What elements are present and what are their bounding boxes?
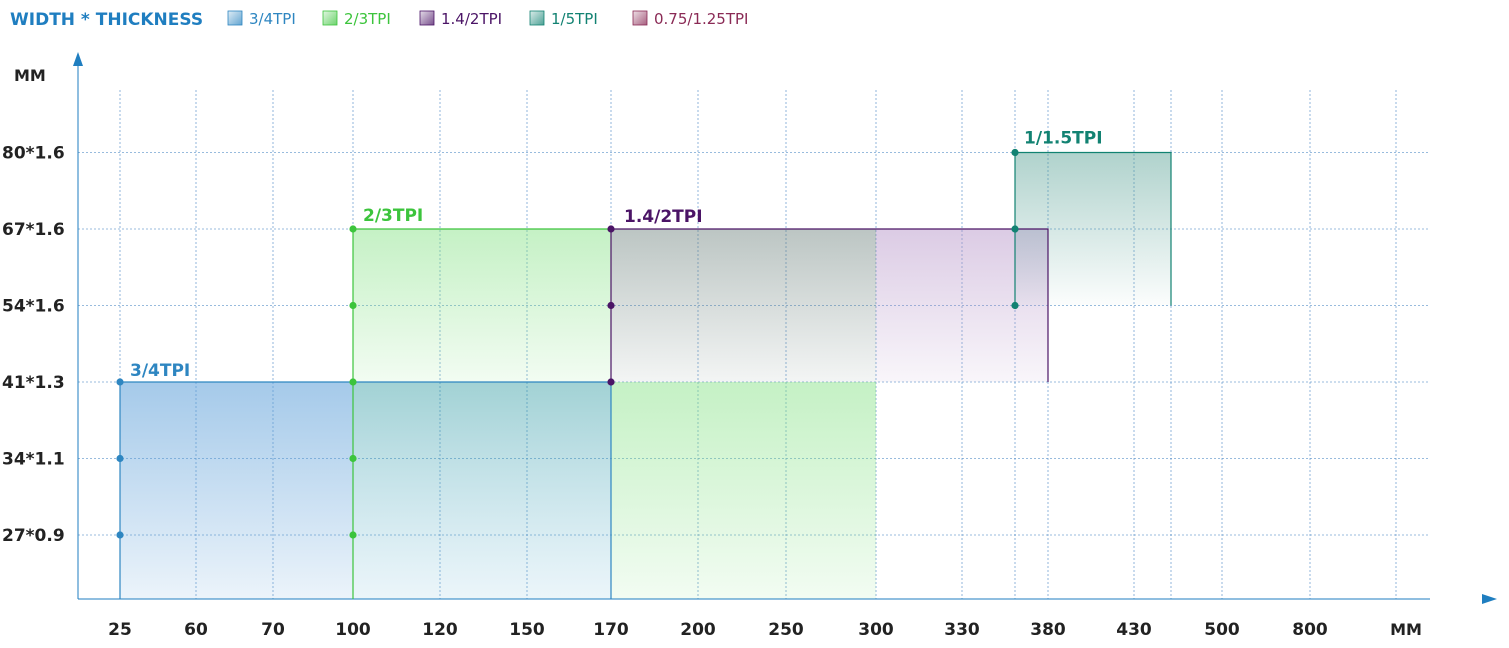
x-tick-label: 25: [108, 620, 132, 640]
y-tick-label: 41*1.3: [2, 373, 65, 393]
x-tick-label: 380: [1030, 620, 1066, 640]
label-1-1-5tpi: 1/1.5TPI: [1024, 129, 1103, 149]
legend-label: 2/3TPI: [344, 10, 391, 28]
point-2-3tpi: [349, 378, 357, 386]
x-axis-label: MM: [1390, 620, 1422, 639]
legend-label: 1/5TPI: [551, 10, 598, 28]
point-1-4-2tpi: [607, 225, 615, 233]
axes: [73, 52, 1497, 604]
y-tick-label: 34*1.1: [2, 450, 65, 470]
fill-3-4tpi: [120, 382, 353, 599]
point-1-1-5tpi: [1011, 225, 1019, 233]
x-tick-label: 250: [768, 620, 804, 640]
legend-swatch: [419, 10, 435, 26]
legend-label: 1.4/2TPI: [441, 10, 502, 28]
legend-swatch: [529, 10, 545, 26]
x-tick-label: 430: [1116, 620, 1152, 640]
point-1-1-5tpi: [1011, 301, 1019, 310]
x-tick-label: 150: [509, 620, 545, 640]
legend-swatch: [227, 10, 243, 26]
legend-label: 0.75/1.25TPI: [654, 10, 748, 28]
y-tick-label: 80*1.6: [2, 144, 65, 164]
point-1-4-2tpi: [607, 378, 615, 386]
label-2-3tpi: 2/3TPI: [363, 206, 423, 226]
chart-title: WIDTH * THICKNESS: [10, 10, 203, 30]
x-axis-arrow: [1482, 594, 1497, 604]
x-tick-label: 70: [261, 620, 285, 640]
point-3-4tpi: [116, 454, 124, 463]
label-1-4-2tpi: 1.4/2TPI: [624, 207, 703, 227]
fill-overlap-3-4-2-3: [353, 382, 611, 599]
x-tick-label: 120: [422, 620, 458, 640]
legend-swatch: [322, 10, 338, 26]
outline-3-4tpi: [119, 381, 612, 599]
x-tick-label: 330: [944, 620, 980, 640]
y-axis-arrow: [73, 52, 83, 66]
point-2-3tpi: [349, 301, 357, 310]
y-tick-label: 67*1.6: [2, 220, 65, 240]
labels: 3/4TPI 2/3TPI 1.4/2TPI 1/1.5TPI 25 60 70 100 120…: [2, 66, 1422, 640]
point-3-4tpi: [116, 378, 124, 386]
x-tick-label: 170: [593, 620, 629, 640]
x-tick-label: 100: [335, 620, 371, 640]
label-3-4tpi: 3/4TPI: [130, 361, 190, 381]
legend-swatch: [632, 10, 648, 26]
point-2-3tpi: [349, 531, 357, 539]
fill-overlap-1-4-2: [611, 229, 876, 382]
region-marks: [116, 148, 1172, 599]
y-tick-label: 27*0.9: [2, 526, 65, 546]
legend: WIDTH * THICKNESS 3/4TPI 2/3TPI 1.4/2TPI 1/5…: [10, 10, 748, 30]
x-tick-label: 500: [1204, 620, 1240, 640]
point-1-4-2tpi: [607, 301, 615, 310]
point-2-3tpi: [349, 454, 357, 463]
x-tick-label: 800: [1292, 620, 1328, 640]
region-fills: [120, 152, 1171, 599]
y-tick-label: 54*1.6: [2, 297, 65, 317]
point-1-1-5tpi: [1011, 148, 1019, 157]
fill-2-3tpi-upper: [353, 229, 611, 382]
x-tick-label: 200: [680, 620, 716, 640]
legend-label: 3/4TPI: [249, 10, 296, 28]
x-tick-label: 300: [858, 620, 894, 640]
point-3-4tpi: [116, 531, 124, 539]
fill-2-3tpi-right: [611, 382, 876, 599]
x-tick-label: 60: [184, 620, 208, 640]
y-axis-label: MM: [14, 66, 46, 85]
point-2-3tpi: [349, 225, 357, 233]
